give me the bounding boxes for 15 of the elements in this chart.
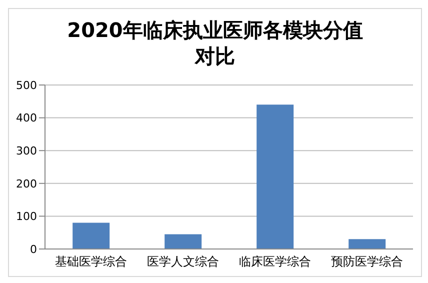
x-tick-label: 临床医学综合 [239, 254, 311, 269]
bar [256, 104, 294, 249]
y-tick-label: 400 [16, 112, 37, 125]
x-tick-label: 医学人文综合 [147, 254, 219, 269]
bar [164, 234, 202, 249]
x-tick-label: 预防医学综合 [331, 254, 403, 269]
chart-title: 2020年临床执业医师各模块分值对比 [66, 17, 364, 70]
y-tick-label: 300 [16, 144, 37, 158]
y-tick-label: 200 [16, 177, 37, 190]
x-tick-label: 基础医学综合 [55, 254, 127, 269]
bar [72, 222, 110, 249]
y-tick-label: 0 [30, 242, 37, 256]
y-tick-label: 100 [16, 210, 37, 224]
y-tick-label: 500 [16, 78, 37, 92]
bar [348, 239, 386, 249]
